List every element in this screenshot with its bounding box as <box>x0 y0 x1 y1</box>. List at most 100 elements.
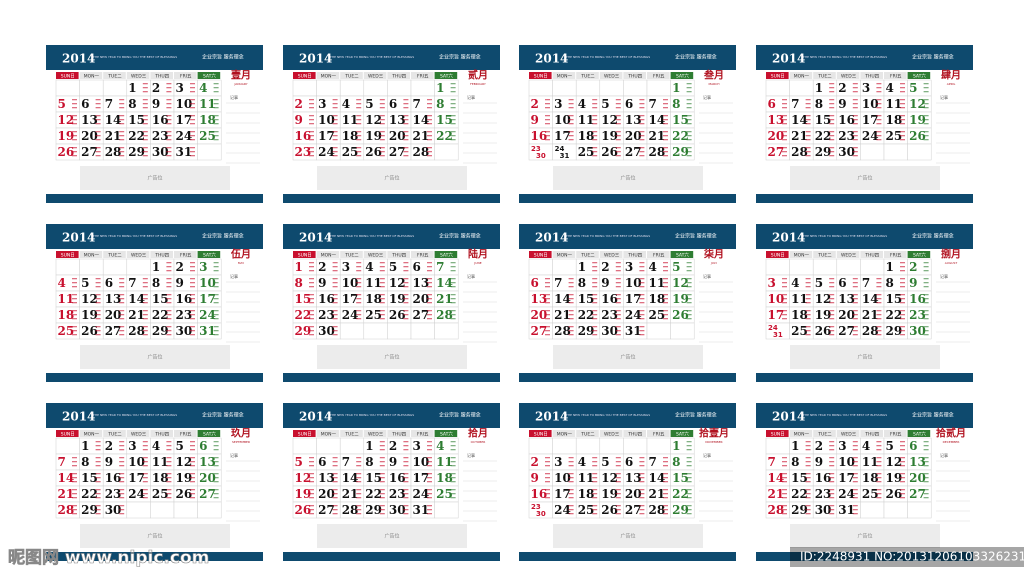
weekday-label: THU四 <box>154 74 169 80</box>
lunar-mark <box>615 294 621 296</box>
lunar-mark <box>450 457 456 459</box>
day-number: 13 <box>531 292 548 306</box>
lunar-mark <box>309 155 314 157</box>
lunar-mark <box>119 318 125 320</box>
lunar-mark <box>119 107 125 109</box>
lunar-mark <box>427 481 432 483</box>
month-name: 拾贰月 <box>936 427 966 440</box>
day-cell <box>860 501 885 519</box>
day-number: 15 <box>815 113 832 127</box>
day-cell <box>102 258 128 276</box>
day-number: 30 <box>815 503 832 517</box>
day-number: 2 <box>531 97 539 111</box>
lunar-mark <box>166 91 172 93</box>
lunar-mark <box>923 115 929 117</box>
lunar-mark <box>142 497 148 499</box>
lunar-mark <box>403 310 409 312</box>
day-number: 31 <box>838 503 855 517</box>
day-number: 13 <box>389 113 406 127</box>
lunar-mark <box>72 513 77 515</box>
lunar-mark <box>852 99 858 101</box>
lunar-mark <box>119 135 125 137</box>
lunar-mark <box>782 473 787 475</box>
lunar-mark <box>166 266 172 268</box>
lunar-mark <box>95 513 101 515</box>
lunar-mark <box>686 87 692 89</box>
day-number: 23 <box>838 129 855 143</box>
lunar-mark <box>615 465 621 467</box>
lunar-mark <box>213 449 219 451</box>
lunar-mark <box>782 477 787 479</box>
note-label: 记事 <box>703 273 711 279</box>
lunar-mark <box>805 505 811 507</box>
lunar-mark <box>427 314 432 316</box>
lunar-mark <box>213 457 219 459</box>
day-number: 17 <box>862 113 879 127</box>
lunar-mark <box>450 477 456 479</box>
lunar-mark <box>213 314 219 316</box>
weekday-label: SAT六 <box>203 73 216 80</box>
lunar-mark <box>309 278 314 280</box>
day-number: 7 <box>649 97 657 111</box>
lunar-mark <box>615 135 621 137</box>
weekday-label: MON一 <box>557 432 573 438</box>
lunar-mark <box>568 330 574 332</box>
lunar-mark <box>119 441 125 443</box>
lunar-mark <box>403 286 409 288</box>
lunar-mark <box>805 445 811 447</box>
lunar-mark <box>450 262 456 264</box>
lunar-mark <box>782 318 787 320</box>
day-number: 20 <box>625 129 642 143</box>
weekday-cell <box>599 251 623 258</box>
lunar-mark <box>332 266 338 268</box>
lunar-mark <box>379 155 385 157</box>
day-number: 20 <box>768 129 785 143</box>
day-number: 29 <box>81 503 98 517</box>
lunar-mark <box>829 509 835 511</box>
day-number: 9 <box>318 276 326 290</box>
tagline: THE NEW YEAR TO BRING YOU THE BEST OF BL… <box>92 234 177 238</box>
day-number: 5 <box>389 260 397 274</box>
lunar-mark <box>427 107 432 109</box>
day-cell <box>55 437 80 455</box>
lunar-mark <box>852 302 858 304</box>
bottom-bar <box>283 552 500 561</box>
lunar-mark <box>450 135 456 137</box>
lunar-mark <box>829 334 835 336</box>
day-number: 19 <box>909 113 926 127</box>
day-number: 25 <box>649 308 666 322</box>
lunar-mark <box>95 445 101 447</box>
lunar-mark <box>592 103 598 105</box>
weekday-label: SAT六 <box>913 431 926 438</box>
weekday-label: SUN日 <box>534 74 548 80</box>
day-cell <box>670 322 695 340</box>
lunar-mark <box>663 151 668 153</box>
day-number: 23 <box>601 308 618 322</box>
slogan: 企业宗旨 服务理念 <box>202 412 244 419</box>
lunar-mark <box>592 302 598 304</box>
day-number: 24 <box>838 487 855 501</box>
lunar-mark <box>332 493 338 495</box>
lunar-mark <box>568 493 574 495</box>
lunar-mark <box>923 445 929 447</box>
day-number: 28 <box>862 324 879 338</box>
lunar-mark <box>142 278 148 280</box>
day-number: 8 <box>436 97 444 111</box>
year: 2014 <box>62 231 95 245</box>
day-cell <box>812 258 838 276</box>
lunar-mark <box>782 513 787 515</box>
ad-label: 广告位 <box>147 533 162 540</box>
year: 2014 <box>535 231 568 245</box>
lunar-mark <box>190 489 195 491</box>
day-number: 27 <box>625 145 642 159</box>
day-number: 3 <box>554 455 562 469</box>
lunar-mark <box>142 282 148 284</box>
day-cell <box>765 437 790 455</box>
lunar-mark <box>805 326 811 328</box>
day-number: 2 <box>909 260 917 274</box>
day-number: 26 <box>58 145 75 159</box>
lunar-mark <box>805 155 811 157</box>
lunar-mark <box>876 489 882 491</box>
day-number: 6 <box>318 455 326 469</box>
